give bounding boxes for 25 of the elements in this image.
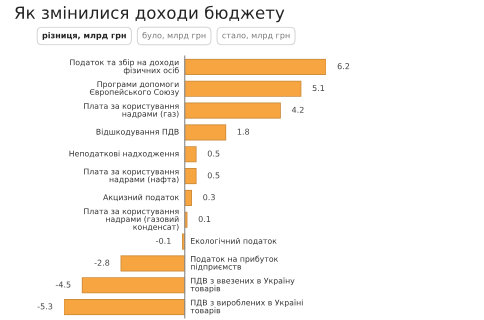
data-label: 4.2 bbox=[292, 106, 304, 113]
bar bbox=[184, 58, 326, 75]
data-label: -0.1 bbox=[156, 238, 171, 244]
text: було, млрд грн bbox=[142, 32, 206, 40]
bar bbox=[184, 102, 281, 119]
bar bbox=[120, 255, 186, 272]
data-label: 0.3 bbox=[203, 194, 215, 200]
data-label: -2.8 bbox=[94, 260, 110, 266]
bar bbox=[184, 146, 197, 162]
bar bbox=[184, 80, 302, 97]
bar bbox=[184, 124, 226, 140]
data-label: 5.1 bbox=[312, 85, 324, 92]
chart-title: Як змінилися доходи бюджету bbox=[15, 6, 284, 22]
bar bbox=[184, 168, 197, 184]
bar bbox=[82, 277, 186, 294]
text: різниця, млрд грн bbox=[42, 32, 126, 40]
data-label: -4.5 bbox=[56, 282, 70, 288]
data-label: 0.1 bbox=[198, 216, 210, 222]
bar bbox=[64, 299, 186, 316]
data-label: 0.5 bbox=[208, 150, 220, 157]
data-label: 0.5 bbox=[208, 172, 220, 178]
data-label: 6.2 bbox=[338, 63, 350, 70]
data-label: -5.3 bbox=[38, 303, 52, 310]
data-label: 1.8 bbox=[238, 128, 250, 135]
text: стало, млрд грн bbox=[222, 34, 290, 40]
